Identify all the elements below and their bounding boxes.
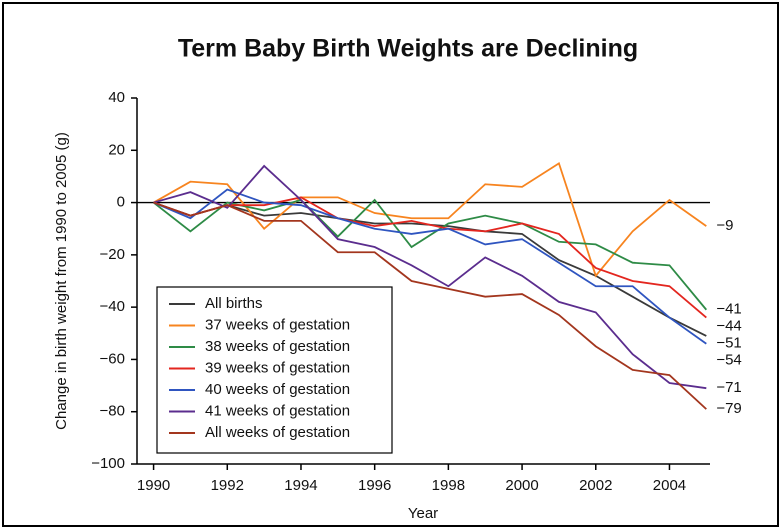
x-tick-label: 1994	[284, 477, 317, 494]
x-tick-label: 1996	[358, 477, 391, 494]
data-label: −51	[716, 335, 741, 352]
series-line	[153, 164, 707, 390]
series-line	[153, 201, 707, 410]
y-tick-label: 0	[117, 194, 125, 211]
x-tick-label: 1990	[137, 477, 170, 494]
x-tick-label: 1998	[432, 477, 465, 494]
legend-box	[156, 286, 393, 454]
series-line	[153, 188, 707, 345]
legend-label: 37 weeks of gestation	[205, 316, 350, 333]
legend-label: All weeks of gestation	[205, 424, 350, 441]
y-axis-label: Change in birth weight from 1990 to 2005…	[53, 132, 70, 430]
y-tick-label: −20	[100, 246, 125, 263]
legend-label: 41 weeks of gestation	[205, 402, 350, 419]
legend-label: 38 weeks of gestation	[205, 338, 350, 355]
series-line	[153, 196, 707, 319]
chart-title: Term Baby Birth Weights are Declining	[178, 35, 638, 63]
x-axis-label: Year	[408, 505, 438, 522]
legend-label: All births	[205, 295, 263, 312]
series-line	[153, 198, 708, 311]
data-label: −44	[716, 318, 741, 335]
y-tick-label: −40	[100, 298, 125, 315]
x-tick-label: 2002	[579, 477, 612, 494]
legend-label: 40 weeks of gestation	[205, 381, 350, 398]
y-tick-label: −100	[91, 455, 125, 472]
y-tick-label: −60	[100, 350, 125, 367]
y-tick-label: −80	[100, 403, 125, 420]
y-tick-label: 20	[108, 141, 125, 158]
data-label: −9	[716, 217, 733, 234]
data-label: −71	[716, 379, 741, 396]
data-label: −79	[716, 400, 741, 417]
data-label: −54	[716, 352, 741, 369]
x-tick-label: 1992	[211, 477, 244, 494]
y-tick-label: 40	[108, 89, 125, 106]
x-tick-label: 2000	[505, 477, 538, 494]
data-label: −41	[716, 301, 741, 318]
x-tick-label: 2004	[653, 477, 686, 494]
legend-label: 39 weeks of gestation	[205, 359, 350, 376]
